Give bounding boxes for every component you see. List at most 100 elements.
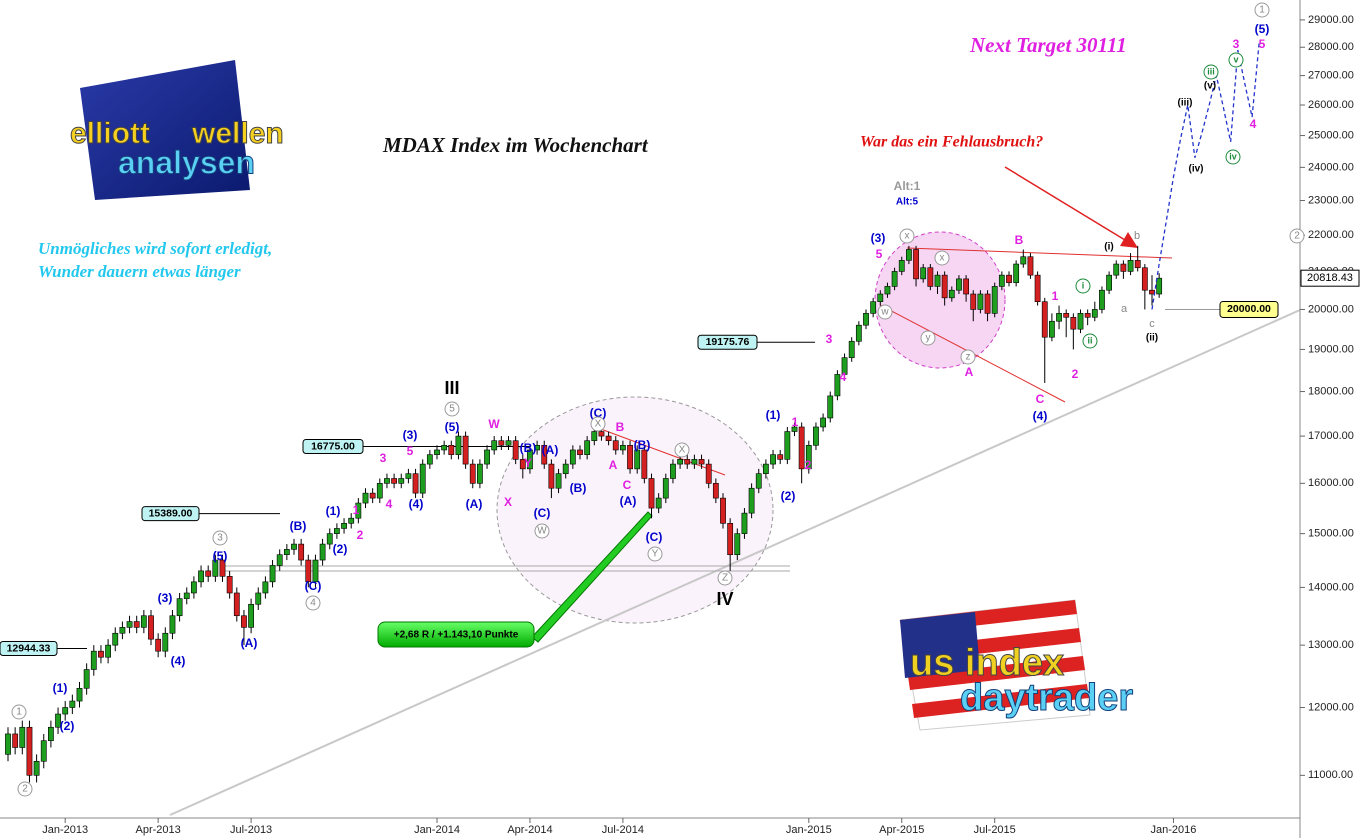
- candle-body: [255, 592, 262, 605]
- x-tick-label: Jul-2015: [974, 824, 1016, 836]
- wave-circle-mark: [717, 570, 733, 586]
- candle-body: [90, 650, 97, 670]
- wave-label: y: [926, 333, 931, 344]
- wave-label: X: [504, 495, 512, 509]
- candle-body: [720, 497, 726, 524]
- candle-body: [712, 483, 719, 499]
- candle-body: [12, 733, 19, 748]
- candle-body: [1141, 267, 1148, 291]
- candle-body: [183, 592, 190, 599]
- candle-body: [348, 517, 355, 524]
- wave-label: (C): [305, 579, 322, 593]
- level-label: 16775.00: [311, 440, 355, 452]
- candle-body: [655, 497, 662, 509]
- candle-body: [577, 449, 583, 455]
- annotations-layer: [0, 0, 1301, 838]
- projection-line: [1151, 41, 1260, 310]
- x-tick-label: Jan-2015: [786, 824, 832, 836]
- candle-body: [898, 260, 905, 272]
- wave-label: w: [880, 307, 889, 318]
- wave-label: (C): [534, 506, 551, 520]
- candle-body: [984, 293, 991, 314]
- wave-label: Y: [524, 456, 532, 470]
- candle-body: [662, 478, 669, 499]
- candle-body: [226, 576, 233, 594]
- candle-body: [555, 473, 562, 489]
- wave-circle-mark: [444, 401, 460, 417]
- candle-body: [698, 459, 705, 465]
- candle-body: [219, 559, 226, 577]
- wave-label: i: [1082, 280, 1085, 290]
- wave-label: W: [488, 417, 500, 431]
- wave-label: (v): [1204, 81, 1216, 92]
- wave-label: 2: [805, 458, 812, 472]
- candle-body: [569, 449, 576, 465]
- candle-body: [748, 487, 755, 514]
- wave-label: (5): [213, 549, 228, 563]
- wave-label: (B): [290, 519, 307, 533]
- wave-label: A: [965, 365, 974, 379]
- candle-body: [405, 473, 412, 479]
- wave-label: 5: [407, 444, 414, 458]
- candle-body: [841, 357, 848, 375]
- candle-body: [398, 478, 405, 484]
- wave-label: 1: [1259, 5, 1265, 16]
- note-box: [377, 621, 535, 648]
- x-tick-label: Apr-2015: [879, 824, 924, 836]
- y-tick-label: 25000.00: [1308, 129, 1354, 141]
- candle-body: [534, 445, 540, 451]
- candle-body: [677, 459, 683, 465]
- wave-label: x: [940, 253, 945, 264]
- candle-body: [963, 278, 969, 295]
- y-tick-label: 18000.00: [1308, 385, 1354, 397]
- candle-body: [1084, 313, 1091, 318]
- wave-label: 2: [1294, 231, 1300, 242]
- candle-body: [291, 543, 297, 550]
- wave-label: (i): [1104, 242, 1113, 253]
- candle-body: [205, 570, 212, 577]
- logo-text: analysen: [118, 144, 255, 180]
- level-box: [0, 640, 58, 656]
- wave-circle-mark: [305, 595, 321, 611]
- wave-circle-mark: [1225, 149, 1241, 165]
- wave-label: B: [1015, 233, 1024, 247]
- candle-body: [98, 650, 104, 658]
- wave-label: (1): [766, 408, 781, 422]
- wave-circle-mark: [534, 523, 550, 539]
- level-label: 12944.33: [7, 642, 51, 654]
- level-label: 19175.76: [706, 336, 750, 348]
- y-tick-label: 20000.00: [1308, 303, 1354, 315]
- candle-body: [126, 621, 133, 628]
- wave-label: iii: [1207, 66, 1215, 76]
- x-tick-label: Jan-2013: [42, 824, 88, 836]
- candle-body: [1091, 309, 1098, 318]
- candle-body: [648, 478, 655, 509]
- candle-body: [905, 249, 912, 261]
- candle-body: [548, 463, 555, 489]
- candle-body: [741, 512, 748, 534]
- candle-body: [891, 271, 898, 287]
- candle-body: [884, 286, 891, 295]
- candle-body: [848, 340, 855, 358]
- wave-label: 3: [380, 451, 387, 465]
- candle-body: [827, 395, 834, 419]
- candle-body: [233, 592, 240, 617]
- candle-body: [1027, 256, 1034, 276]
- wave-label: X: [595, 419, 602, 430]
- candle-body: [1127, 260, 1134, 272]
- candle-body: [26, 726, 33, 776]
- candle-body: [1077, 313, 1084, 330]
- candle-body: [541, 445, 548, 465]
- wave-label: (A): [620, 494, 637, 508]
- wave-circle-mark: [1289, 228, 1305, 244]
- candle-body: [798, 426, 805, 470]
- candle-body: [1134, 260, 1141, 269]
- wave-label: (3): [871, 231, 886, 245]
- candle-body: [791, 426, 798, 432]
- level-label: 15389.00: [149, 507, 193, 519]
- wave-label: iv: [1229, 151, 1237, 161]
- wave-circle: [874, 231, 1006, 369]
- candle-body: [641, 449, 648, 479]
- arrow: [1004, 166, 1126, 241]
- y-tick-label: 23000.00: [1308, 194, 1354, 206]
